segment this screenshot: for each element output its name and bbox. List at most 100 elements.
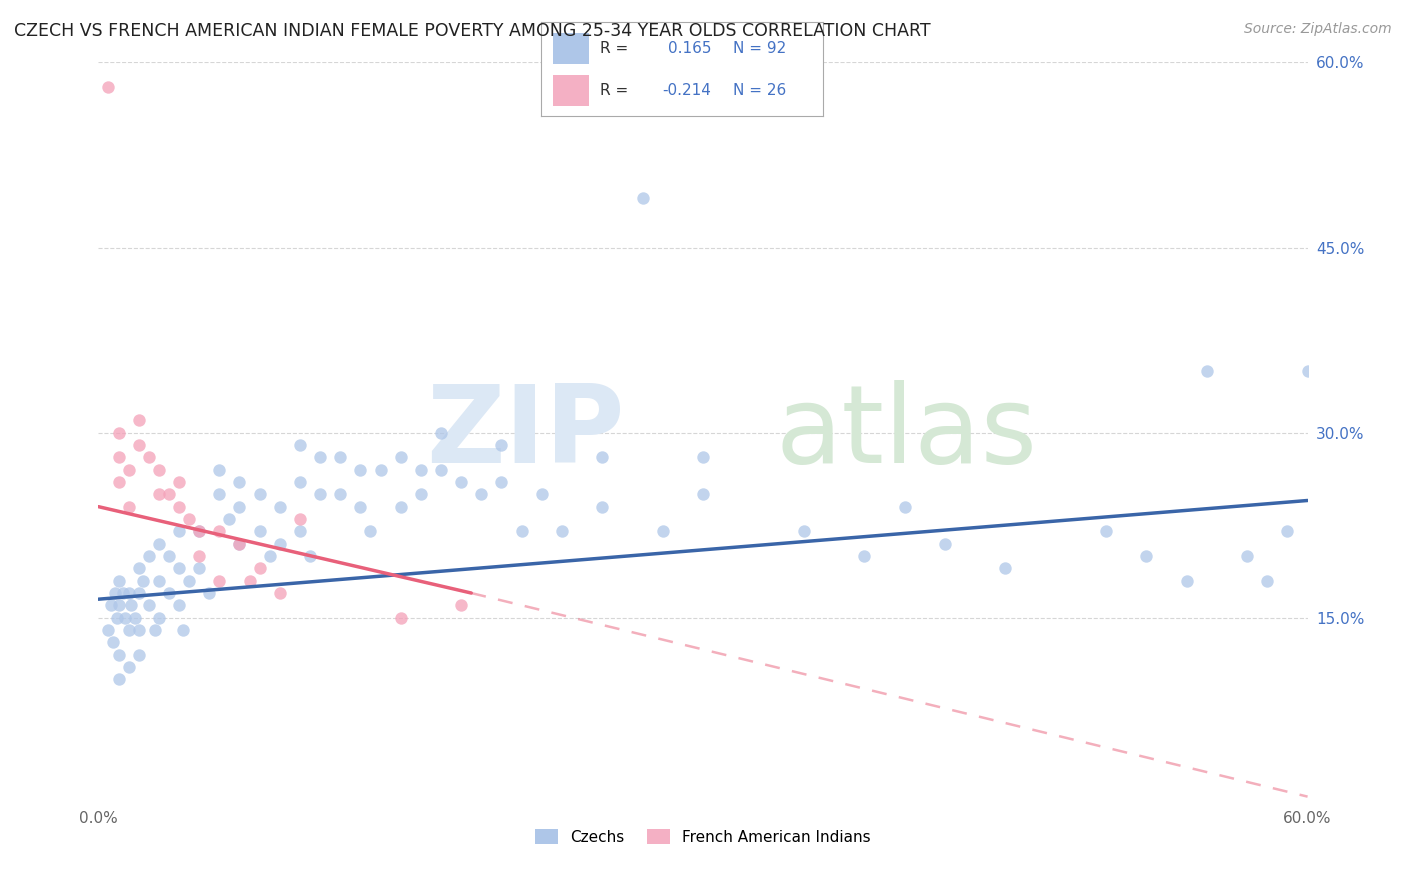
Point — [208, 524, 231, 539]
Point — [138, 599, 160, 613]
Point — [288, 512, 311, 526]
Point — [107, 673, 129, 687]
Point — [148, 610, 170, 624]
Point — [651, 524, 673, 539]
Text: R =: R = — [600, 83, 634, 98]
Point — [157, 549, 180, 563]
Point — [148, 536, 170, 550]
Y-axis label: Female Poverty Among 25-34 Year Olds: Female Poverty Among 25-34 Year Olds — [0, 282, 7, 583]
Point — [389, 500, 412, 514]
Point — [360, 524, 382, 539]
Point — [309, 487, 332, 501]
Legend: Czechs, French American Indians: Czechs, French American Indians — [529, 822, 877, 851]
Point — [349, 462, 371, 476]
Point — [1095, 524, 1118, 539]
Point — [179, 574, 201, 588]
Point — [107, 648, 129, 662]
Point — [107, 425, 129, 440]
Bar — [553, 33, 589, 63]
Point — [249, 524, 271, 539]
Point — [118, 500, 141, 514]
Point — [101, 635, 124, 649]
Point — [430, 462, 453, 476]
Point — [893, 500, 915, 514]
Point — [103, 586, 125, 600]
Point — [450, 599, 472, 613]
Point — [167, 524, 190, 539]
Point — [157, 487, 180, 501]
Point — [124, 610, 146, 624]
Point — [1195, 364, 1218, 378]
Point — [128, 648, 150, 662]
Point — [188, 561, 211, 575]
Point — [1135, 549, 1157, 563]
Point — [128, 438, 150, 452]
Point — [120, 599, 142, 613]
Point — [228, 475, 250, 489]
Point — [148, 574, 170, 588]
Point — [1296, 364, 1319, 378]
Point — [228, 500, 250, 514]
Point — [409, 462, 432, 476]
Point — [1277, 524, 1299, 539]
Point — [551, 524, 574, 539]
Point — [269, 500, 291, 514]
Point — [118, 462, 141, 476]
Point — [259, 549, 281, 563]
Text: ZIP: ZIP — [426, 380, 624, 485]
Point — [450, 475, 472, 489]
Point — [389, 450, 412, 465]
Point — [208, 574, 231, 588]
Point — [591, 500, 613, 514]
Point — [128, 623, 150, 637]
Point — [157, 586, 180, 600]
Point — [97, 623, 120, 637]
Point — [118, 660, 141, 674]
Point — [1175, 574, 1198, 588]
Text: -0.214: -0.214 — [662, 83, 711, 98]
Point — [228, 536, 250, 550]
Point — [288, 438, 311, 452]
Point — [148, 462, 170, 476]
Point — [430, 425, 453, 440]
Point — [128, 561, 150, 575]
Bar — [553, 75, 589, 105]
Point — [208, 487, 231, 501]
Point — [107, 574, 129, 588]
Point — [167, 599, 190, 613]
Point — [105, 610, 128, 624]
Point — [631, 191, 654, 205]
Point — [239, 574, 262, 588]
Point — [329, 487, 352, 501]
Point — [299, 549, 322, 563]
Point — [107, 599, 129, 613]
Point — [167, 500, 190, 514]
Point — [389, 610, 412, 624]
Text: N = 92: N = 92 — [733, 40, 786, 55]
Point — [128, 586, 150, 600]
Point — [530, 487, 553, 501]
Point — [491, 475, 513, 489]
Point — [370, 462, 392, 476]
Point — [470, 487, 492, 501]
Point — [329, 450, 352, 465]
Point — [692, 450, 714, 465]
Point — [167, 475, 190, 489]
Point — [853, 549, 876, 563]
Point — [218, 512, 240, 526]
Point — [249, 561, 271, 575]
Text: atlas: atlas — [776, 380, 1038, 485]
Point — [1256, 574, 1278, 588]
Point — [198, 586, 221, 600]
Point — [118, 586, 141, 600]
Point — [167, 561, 190, 575]
Point — [114, 610, 136, 624]
Point — [132, 574, 155, 588]
Point — [692, 487, 714, 501]
Point — [100, 599, 122, 613]
Point — [994, 561, 1017, 575]
Point — [591, 450, 613, 465]
Point — [1236, 549, 1258, 563]
Point — [288, 475, 311, 489]
Point — [111, 586, 134, 600]
